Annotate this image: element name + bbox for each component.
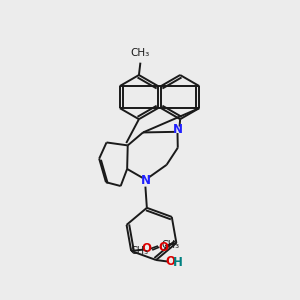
- Text: O: O: [166, 255, 176, 268]
- Text: H: H: [173, 256, 183, 268]
- Text: CH₃: CH₃: [161, 240, 180, 250]
- Text: CH₃: CH₃: [130, 246, 148, 256]
- Text: CH₃: CH₃: [131, 48, 150, 58]
- Text: N: N: [173, 123, 183, 136]
- Text: N: N: [140, 174, 150, 187]
- Text: O: O: [142, 242, 152, 255]
- Text: O: O: [158, 241, 168, 254]
